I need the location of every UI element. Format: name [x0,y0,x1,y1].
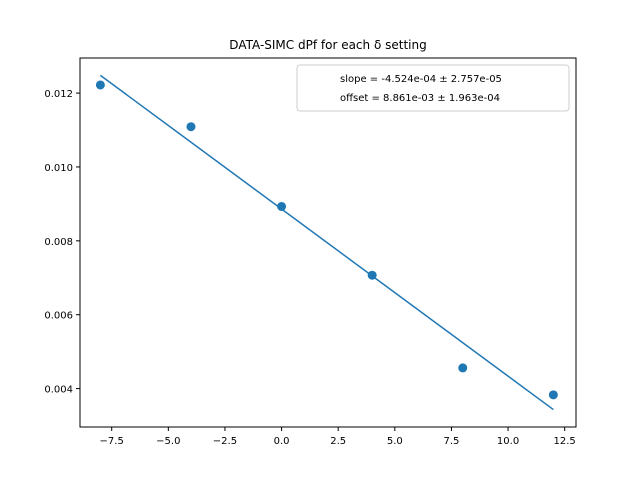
legend: slope = -4.524e-04 ± 2.757e-05 offset = … [296,64,570,112]
axes-frame [79,57,577,428]
y-tick-label: 0.004 [44,385,73,396]
fit-line [99,74,554,411]
x-tick-label: −5.0 [156,436,180,447]
data-point [458,363,468,373]
y-tick-label: 0.010 [44,163,73,174]
x-tick-label: 2.5 [330,436,346,447]
x-tick-label: −7.5 [100,436,124,447]
data-point [548,390,558,400]
y-tick-label: 0.008 [44,237,73,248]
x-tick-label: 7.5 [443,436,459,447]
legend-entry-offset: offset = 8.861e-03 ± 1.963e-04 [340,93,500,104]
x-tick-label: 5.0 [387,436,403,447]
chart-title: DATA-SIMC dPf for each δ setting [229,38,426,52]
legend-entry-slope: slope = -4.524e-04 ± 2.757e-05 [340,74,502,85]
x-tick-label: 10.0 [497,436,519,447]
data-point [277,201,287,211]
x-tick-label: −2.5 [213,436,237,447]
data-point [367,270,377,280]
x-tick-label: 12.5 [554,436,576,447]
y-tick-label: 0.012 [44,89,73,100]
plot-area: −7.5 −5.0 −2.5 0.0 2.5 5.0 7.5 10.0 12.5 0.004 0.0… [44,74,576,447]
x-tick-label: 0.0 [274,436,290,447]
y-tick-label: 0.006 [44,311,73,322]
data-point [186,122,196,132]
data-point [95,80,105,90]
legend-box [296,64,570,112]
